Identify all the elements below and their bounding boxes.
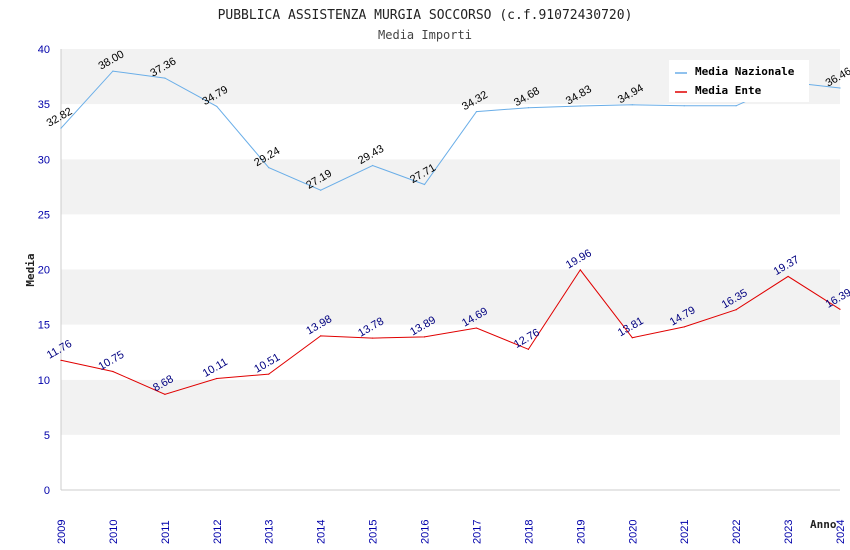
background-band xyxy=(61,434,840,490)
series-line-1 xyxy=(60,269,841,395)
chart-subtitle: Media Importi xyxy=(378,28,472,42)
y-tick-label: 10 xyxy=(38,375,50,387)
data-point xyxy=(631,104,633,106)
y-tick-label: 0 xyxy=(44,485,50,497)
x-tick-label: 2023 xyxy=(783,520,795,544)
data-point xyxy=(320,189,322,191)
y-tick-label: 40 xyxy=(38,44,50,56)
x-tick-label: 2011 xyxy=(160,520,172,544)
data-point xyxy=(475,327,478,329)
background-band xyxy=(61,214,840,270)
y-tick-label: 30 xyxy=(38,154,50,166)
x-tick-label: 2013 xyxy=(264,520,276,544)
legend: Media Nazionale Media Ente xyxy=(669,60,809,102)
y-tick-label: 35 xyxy=(38,99,50,111)
background-band xyxy=(61,379,840,435)
data-point xyxy=(372,337,374,339)
data-point xyxy=(60,127,62,129)
background-band xyxy=(61,324,840,380)
legend-label-nazionale: Media Nazionale xyxy=(695,65,795,78)
data-point xyxy=(112,370,114,373)
data-point xyxy=(475,111,478,113)
x-axis-label: Anno xyxy=(810,518,837,531)
data-point xyxy=(683,326,685,328)
data-point xyxy=(735,105,737,107)
x-tick-label: 2022 xyxy=(731,520,743,544)
data-point xyxy=(423,183,426,186)
x-tick-label: 2020 xyxy=(627,520,639,544)
legend-box xyxy=(669,60,809,102)
data-point xyxy=(631,337,633,339)
data-point xyxy=(268,373,270,375)
data-point xyxy=(164,77,166,79)
x-tick-label: 2015 xyxy=(368,520,380,544)
data-point xyxy=(268,167,270,169)
data-point xyxy=(372,164,374,167)
data-point xyxy=(683,105,685,107)
data-point xyxy=(787,275,789,278)
series-line-0 xyxy=(60,70,841,191)
x-tick-label: 2019 xyxy=(575,520,587,544)
data-point xyxy=(423,336,426,338)
data-point xyxy=(579,269,581,271)
axes xyxy=(60,49,840,491)
y-tick-label: 5 xyxy=(44,430,50,442)
data-point xyxy=(164,393,166,395)
data-point xyxy=(60,359,62,361)
x-tick-label: 2016 xyxy=(420,520,432,544)
chart-title: PUBBLICA ASSISTENZA MURGIA SOCCORSO (c.f… xyxy=(218,8,633,23)
tick-labels: 0 5 10 15 20 25 30 35 40 2009 2010 2011 2012 2013 2014… xyxy=(38,44,847,544)
data-point xyxy=(839,308,841,310)
background-band xyxy=(61,104,840,160)
series-lines xyxy=(60,70,841,395)
x-tick-label: 2018 xyxy=(523,520,535,544)
y-tick-label: 20 xyxy=(38,265,50,277)
legend-label-ente: Media Ente xyxy=(695,84,762,97)
x-tick-label: 2010 xyxy=(108,520,120,544)
y-tick-label: 15 xyxy=(38,320,50,332)
background-bands xyxy=(61,49,840,490)
background-band xyxy=(61,269,840,325)
y-tick-label: 25 xyxy=(38,209,50,221)
data-point xyxy=(320,335,322,337)
x-tick-label: 2014 xyxy=(316,520,328,544)
data-point xyxy=(527,348,530,350)
data-point xyxy=(839,87,841,89)
data-point xyxy=(735,309,737,311)
y-axis-label: Media xyxy=(24,253,37,286)
background-band xyxy=(61,159,840,215)
data-point xyxy=(112,70,114,72)
data-point xyxy=(216,377,218,380)
x-tick-label: 2012 xyxy=(212,520,224,544)
data-point xyxy=(527,107,530,109)
x-tick-label: 2021 xyxy=(679,520,691,544)
data-point xyxy=(579,105,581,107)
data-point xyxy=(216,105,218,108)
x-tick-label: 2017 xyxy=(471,520,483,544)
x-tick-label: 2009 xyxy=(56,520,68,544)
x-tick-label: 2024 xyxy=(835,520,847,544)
